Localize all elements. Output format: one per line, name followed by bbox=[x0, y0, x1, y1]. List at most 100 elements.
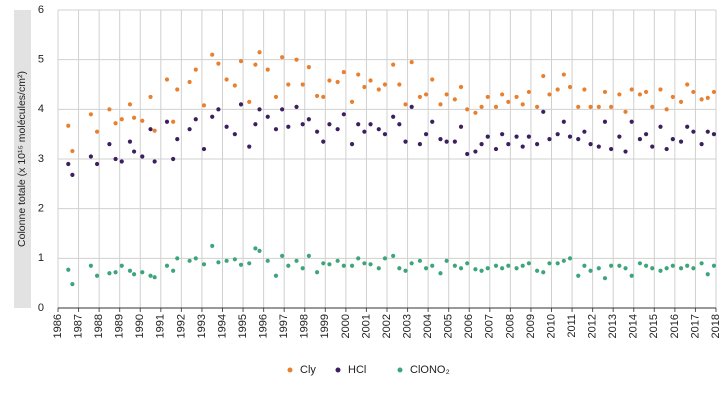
point bbox=[175, 256, 180, 261]
x-tick-label: 2001 bbox=[360, 314, 372, 338]
x-tick-label: 2011 bbox=[566, 314, 578, 338]
point bbox=[265, 258, 270, 263]
point bbox=[335, 127, 340, 132]
x-tick-label: 2018 bbox=[710, 314, 722, 338]
point bbox=[596, 266, 601, 271]
point bbox=[506, 142, 511, 147]
point bbox=[152, 275, 157, 280]
point bbox=[705, 95, 710, 101]
point bbox=[265, 114, 270, 119]
point bbox=[286, 124, 291, 129]
point bbox=[94, 161, 100, 167]
point bbox=[286, 82, 291, 87]
point bbox=[376, 87, 381, 92]
point bbox=[438, 137, 443, 142]
point bbox=[576, 273, 581, 278]
legend-label: Cly bbox=[300, 364, 316, 376]
x-tick-label: 2013 bbox=[607, 314, 619, 338]
point bbox=[479, 142, 484, 147]
point bbox=[473, 267, 478, 272]
point bbox=[210, 52, 215, 57]
point bbox=[473, 110, 478, 115]
point bbox=[485, 94, 490, 100]
point bbox=[327, 262, 332, 267]
point bbox=[658, 268, 663, 273]
point bbox=[711, 89, 717, 95]
point bbox=[210, 243, 215, 249]
point bbox=[127, 102, 133, 107]
point bbox=[629, 87, 634, 92]
point bbox=[685, 263, 690, 268]
point bbox=[561, 119, 566, 124]
point bbox=[535, 142, 540, 147]
point bbox=[526, 89, 531, 95]
x-tick-label: 1987 bbox=[72, 314, 84, 338]
point bbox=[417, 258, 422, 263]
point bbox=[685, 82, 690, 87]
point bbox=[438, 102, 443, 107]
point bbox=[691, 266, 696, 271]
point bbox=[341, 112, 346, 117]
x-tick-label: 1990 bbox=[134, 314, 146, 338]
point bbox=[444, 258, 449, 263]
point bbox=[321, 94, 326, 100]
point bbox=[376, 127, 381, 132]
point bbox=[485, 266, 490, 271]
point bbox=[382, 82, 388, 87]
point bbox=[409, 60, 414, 65]
point bbox=[70, 282, 75, 287]
point bbox=[140, 270, 145, 275]
legend-label: HCl bbox=[348, 364, 366, 376]
point bbox=[430, 263, 435, 268]
x-tick-label: 2009 bbox=[525, 314, 537, 338]
point bbox=[113, 156, 118, 162]
point bbox=[171, 119, 176, 124]
point bbox=[391, 114, 396, 119]
point bbox=[273, 94, 279, 100]
point bbox=[423, 132, 429, 137]
point bbox=[152, 159, 157, 164]
point bbox=[500, 266, 505, 271]
point bbox=[356, 72, 361, 77]
point bbox=[171, 268, 176, 273]
x-tick-label: 2003 bbox=[401, 314, 413, 338]
point bbox=[520, 263, 525, 268]
point bbox=[397, 266, 402, 271]
point bbox=[643, 132, 649, 137]
point bbox=[187, 258, 192, 263]
point bbox=[131, 149, 137, 154]
point bbox=[514, 94, 519, 100]
point bbox=[458, 124, 464, 129]
point bbox=[232, 257, 237, 262]
point bbox=[617, 263, 622, 268]
point bbox=[403, 139, 408, 144]
point bbox=[171, 156, 176, 162]
point bbox=[493, 263, 499, 268]
point bbox=[306, 65, 311, 70]
point bbox=[362, 84, 367, 90]
point bbox=[458, 84, 464, 90]
point bbox=[247, 99, 252, 104]
point bbox=[452, 263, 457, 268]
point bbox=[300, 122, 305, 127]
point bbox=[247, 144, 252, 149]
legend-marker bbox=[287, 367, 293, 373]
point bbox=[547, 137, 552, 142]
point bbox=[164, 263, 170, 268]
point bbox=[327, 78, 332, 83]
point bbox=[113, 121, 118, 126]
point bbox=[444, 139, 449, 144]
x-tick-label: 2008 bbox=[504, 314, 516, 338]
point bbox=[119, 117, 124, 122]
point bbox=[152, 128, 157, 133]
point bbox=[88, 112, 93, 117]
point bbox=[216, 107, 221, 112]
point bbox=[623, 266, 628, 271]
legend-label: ClONO₂ bbox=[410, 364, 450, 376]
point bbox=[699, 142, 704, 147]
point bbox=[300, 82, 305, 87]
point bbox=[201, 146, 207, 152]
point bbox=[409, 261, 414, 266]
point bbox=[164, 77, 170, 82]
